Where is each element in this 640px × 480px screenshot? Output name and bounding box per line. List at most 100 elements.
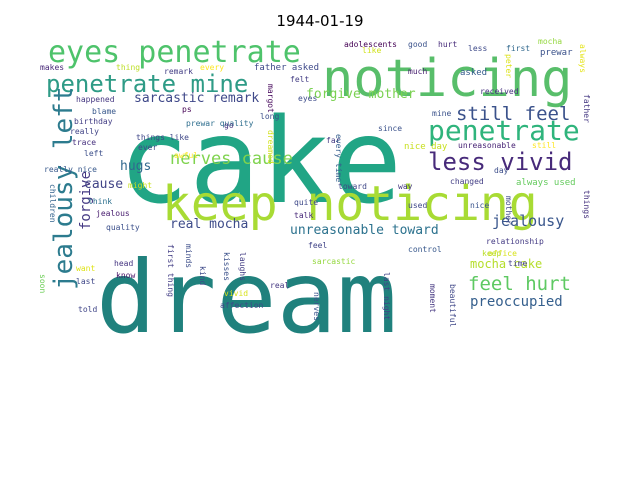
- cloud-word-want: want: [76, 264, 95, 273]
- cloud-word-keep-noticing: keep noticing: [162, 176, 538, 232]
- cloud-word-unreasonable-toward: unreasonable toward: [290, 223, 439, 238]
- word-cloud: cake dream noticing keep noticing eyes penet…: [36, 34, 600, 340]
- cloud-word-first: first: [506, 44, 530, 53]
- cloud-word-used: used: [408, 201, 427, 210]
- cloud-word-feel: feel: [308, 241, 327, 250]
- cloud-word-keep: keep: [482, 249, 501, 258]
- cloud-word-every: every: [200, 63, 224, 72]
- cloud-word-thing: thing: [116, 63, 140, 72]
- cloud-word-awful: awful: [174, 151, 198, 160]
- cloud-word-hugs: hugs: [120, 159, 151, 174]
- cloud-word-might: might: [128, 181, 152, 190]
- cloud-word-ever: ever: [138, 143, 157, 152]
- cloud-word-feel-hurt: feel hurt: [468, 273, 571, 295]
- cloud-word-ps: ps: [182, 105, 192, 114]
- cloud-word-like: like: [362, 46, 381, 55]
- cloud-word-think: think: [88, 197, 112, 206]
- cloud-word-blame: blame: [92, 107, 116, 116]
- cloud-word-quite: quite: [294, 198, 318, 207]
- cloud-word-moment: moment: [428, 284, 437, 313]
- cloud-word-always-used: always used: [516, 178, 576, 188]
- cloud-word-control: control: [408, 245, 442, 254]
- cloud-word-office: office: [488, 249, 517, 258]
- cloud-word-real: real: [270, 281, 289, 290]
- cloud-word-long: long: [260, 112, 279, 121]
- cloud-word-nice: nice: [470, 201, 489, 210]
- cloud-word-eyes: eyes: [298, 94, 317, 103]
- cloud-word-mocha: mocha: [538, 37, 562, 46]
- cloud-word-nerves-cause: nerves cause: [170, 149, 293, 169]
- cloud-word-minds: minds: [184, 244, 193, 268]
- cloud-word-penetrate: penetrate: [428, 114, 580, 147]
- cloud-word-prewar-quality: prewar quality: [186, 119, 254, 128]
- cloud-word-nerves: nerves: [312, 292, 321, 321]
- cloud-word-quality: quality: [106, 223, 140, 232]
- cloud-word-kisses: kisses: [222, 252, 231, 281]
- cloud-word-preoccupied: preoccupied: [470, 294, 563, 310]
- cloud-word-sarcastic: sarcastic: [312, 257, 356, 266]
- cloud-word-sarcastic-remark: sarcastic remark: [134, 91, 259, 106]
- cloud-word-jealousy-left: jealousy left: [49, 87, 79, 291]
- cloud-word-makes: makes: [40, 63, 64, 72]
- cloud-word-jealousy: jealousy: [492, 212, 564, 230]
- cloud-word-mother: mother: [504, 196, 513, 225]
- cloud-word-less-vivid: less vivid: [428, 148, 573, 176]
- cloud-word-peter: peter: [504, 54, 513, 78]
- cloud-word-affection: affection: [220, 301, 264, 310]
- cloud-word-vivid: vivid: [224, 289, 248, 298]
- cloud-word-adolescents: adolescents: [344, 40, 397, 49]
- cloud-word-mocha-cake: mocha cake: [470, 257, 542, 271]
- cloud-word-unreasonable: unreasonable: [458, 141, 516, 150]
- cloud-word-noticing: noticing: [322, 49, 572, 109]
- cloud-word-first-thing: first thing: [166, 244, 175, 297]
- cloud-word-nice-day: nice day: [404, 142, 448, 152]
- cloud-word-forgive: forgive: [78, 171, 94, 230]
- cloud-word-margot: margot: [266, 84, 275, 113]
- cloud-word-forgive-mother: forgive mother: [306, 87, 416, 102]
- cloud-word-hurt: hurt: [438, 40, 457, 49]
- cloud-word-received: received: [480, 87, 519, 96]
- cloud-word-real-mocha: real mocha: [170, 217, 248, 232]
- cloud-word-birthday: birthday: [74, 117, 113, 126]
- cloud-word-happened: happened: [76, 95, 115, 104]
- cloud-word-left: left: [84, 149, 103, 158]
- cloud-word-mine: mine: [432, 109, 451, 118]
- cloud-word-go: go: [224, 121, 234, 130]
- cloud-word-things: things: [582, 190, 591, 219]
- chart-title: 1944-01-19: [276, 12, 364, 30]
- cloud-word-cause: cause: [84, 177, 123, 192]
- cloud-word-still: still: [532, 141, 556, 150]
- cloud-word-every-time: every time: [334, 134, 343, 182]
- cloud-word-last-night: last night: [382, 272, 391, 320]
- cloud-word-beautiful: beautiful: [448, 284, 457, 328]
- cloud-word-eyes-penetrate: eyes penetrate: [48, 35, 301, 70]
- cloud-word-jealous: jealous: [96, 209, 130, 218]
- cloud-word-last: last: [76, 277, 95, 286]
- cloud-word-much: much: [408, 67, 427, 76]
- cloud-word-far: far: [326, 136, 341, 145]
- cloud-word-less: less: [468, 44, 487, 53]
- cloud-word-cake: cake: [118, 92, 402, 230]
- cloud-word-laughs: laughs: [238, 252, 247, 281]
- cloud-word-know: know: [116, 271, 135, 280]
- cloud-word-prewar: prewar: [540, 48, 573, 58]
- cloud-word-remark: remark: [164, 67, 193, 76]
- cloud-word-always: always: [578, 44, 587, 73]
- cloud-word-way: way: [398, 182, 413, 191]
- cloud-word-day: day: [494, 166, 509, 175]
- cloud-word-still-feel: still feel: [456, 103, 570, 125]
- cloud-word-children: children: [48, 184, 57, 223]
- cloud-word-things-like: things like: [136, 133, 189, 142]
- cloud-word-really: really: [70, 127, 99, 136]
- cloud-word-time: time: [508, 259, 527, 268]
- cloud-word-father-asked: father asked: [254, 63, 319, 73]
- cloud-word-soon: soon: [38, 274, 47, 293]
- cloud-word-since: since: [378, 124, 402, 133]
- cloud-word-toward: toward: [338, 182, 367, 191]
- cloud-word-talk: talk: [294, 211, 313, 220]
- cloud-word-asked: asked: [460, 68, 487, 78]
- cloud-word-trace: trace: [72, 138, 96, 147]
- cloud-word-really-nice: really nice: [44, 165, 97, 174]
- cloud-word-dreamed: dreamed: [266, 130, 275, 164]
- cloud-word-father: father: [582, 94, 591, 123]
